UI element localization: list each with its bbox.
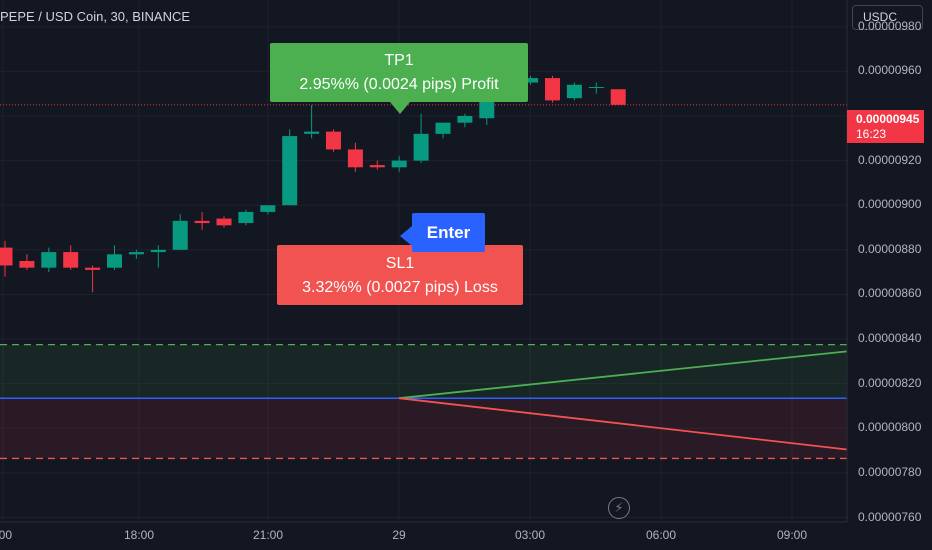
candle-body (326, 131, 341, 150)
candle-body (260, 205, 276, 212)
price-tick-label: 0.00000960 (858, 63, 922, 78)
candle-body (304, 131, 320, 134)
last-price-value: 0.00000945 (856, 112, 920, 126)
sl-title: SL1 (385, 255, 415, 272)
candle-body (435, 122, 451, 134)
tp-title: TP1 (384, 52, 414, 69)
candle-body (566, 84, 582, 99)
candle-body (545, 78, 560, 101)
candle-body (0, 247, 13, 266)
entry-label[interactable]: Enter (400, 213, 485, 252)
take-profit-label[interactable]: TP1 2.95%% (0.0024 pips) Profit (270, 43, 528, 114)
time-tick-label: 06:00 (645, 528, 677, 542)
price-tick-label: 0.00000920 (858, 152, 922, 167)
time-tick-label: 03:00 (514, 528, 546, 542)
sl-text: 3.32%% (0.0027 pips) Loss (302, 279, 498, 296)
tp-text: 2.95%% (0.0024 pips) Profit (299, 76, 499, 93)
time-tick-label: 29 (392, 528, 406, 542)
candle-body (457, 116, 473, 123)
price-tick-label: 0.00000800 (858, 420, 922, 435)
price-tick-label: 0.00000900 (858, 197, 922, 212)
candle-body (150, 249, 166, 253)
loss-zone (0, 398, 847, 459)
candle-body (172, 220, 188, 250)
lightning-icon[interactable]: ⚡ (608, 497, 630, 519)
candle-body (523, 78, 539, 83)
time-tick-label: 09:00 (776, 528, 808, 542)
candle-body (610, 89, 626, 105)
price-tick-label: 0.00000880 (858, 241, 922, 256)
candle-body (19, 261, 35, 268)
stop-loss-label[interactable]: SL1 3.32%% (0.0027 pips) Loss (277, 245, 523, 305)
candle-body (282, 136, 298, 206)
price-tick-label: 0.00000820 (858, 375, 922, 390)
time-tick-label: 15:00 (0, 528, 13, 542)
candle-body (107, 254, 122, 268)
candle-body (588, 87, 604, 88)
candle-body (347, 149, 363, 168)
candle-body (63, 252, 79, 268)
candle-body (128, 252, 144, 255)
candle-body (216, 218, 232, 226)
time-tick-label: 18:00 (123, 528, 155, 542)
loss-projection-line (398, 397, 848, 451)
last-price-tag: 0.00000945 16:23 (847, 110, 924, 143)
bar-countdown: 16:23 (856, 127, 887, 141)
profit-projection-line (398, 350, 848, 400)
symbol-title[interactable]: PEPE / USD Coin, 30, BINANCE (0, 9, 191, 24)
currency-button[interactable]: USDC (852, 5, 923, 30)
candle-body (194, 220, 210, 224)
price-tick-label: 0.00000760 (858, 509, 922, 524)
candle-body (238, 211, 254, 224)
position-tool (0, 104, 848, 460)
price-tick-label: 0.00000840 (858, 331, 922, 346)
time-tick-label: 21:00 (252, 528, 284, 542)
profit-zone (0, 344, 847, 399)
price-tick-label: 0.00000980 (858, 18, 922, 33)
candle-body (391, 160, 407, 168)
candle-body (413, 133, 429, 161)
candle-body (41, 252, 57, 268)
price-tick-label: 0.00000860 (858, 286, 922, 301)
candle-body (369, 165, 385, 168)
candle-body (85, 267, 101, 270)
price-tick-label: 0.00000780 (858, 464, 922, 479)
